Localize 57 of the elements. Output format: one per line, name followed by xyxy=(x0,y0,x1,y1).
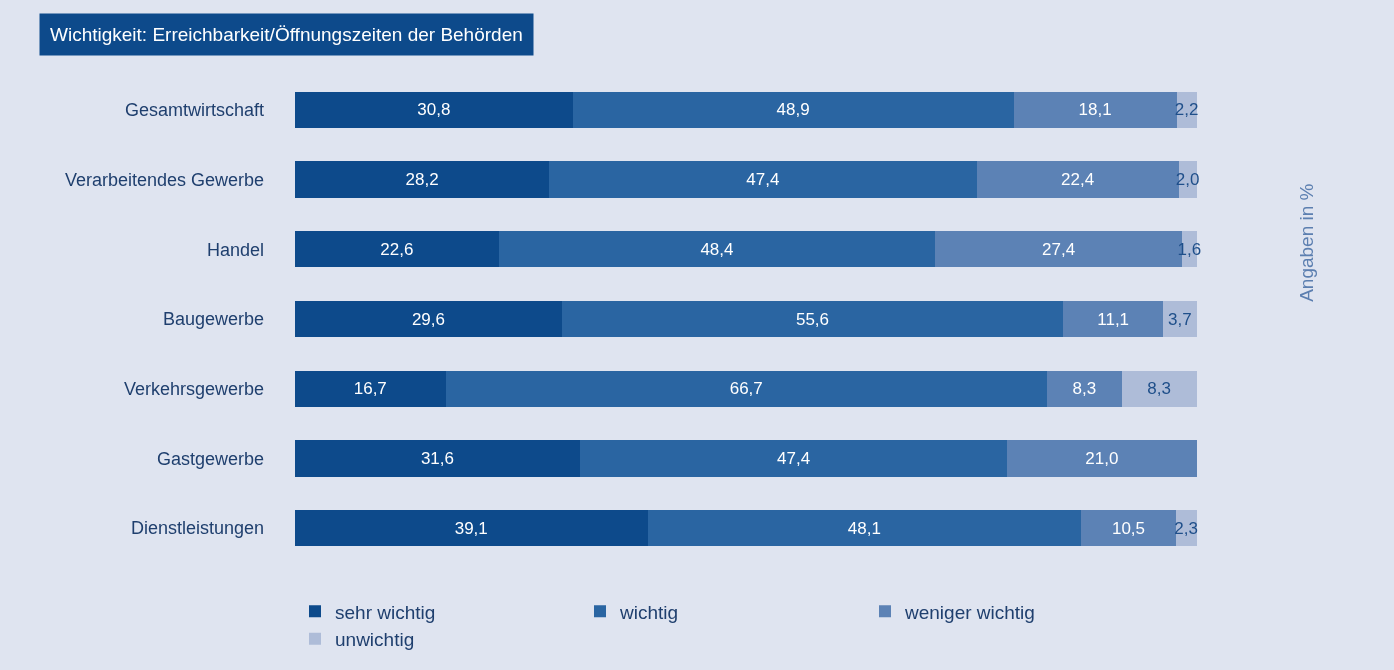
data-label: 21,0 xyxy=(1085,448,1119,468)
y-tick-label: Gastgewerbe xyxy=(156,448,264,469)
bar xyxy=(1121,370,1197,407)
data-label: 48,1 xyxy=(847,518,881,538)
bar xyxy=(579,440,1008,477)
y-tick-label: Handel xyxy=(206,239,264,260)
data-label: 66,7 xyxy=(729,379,763,399)
bar xyxy=(498,231,936,268)
data-label: 11,1 xyxy=(1097,309,1130,329)
bar xyxy=(549,161,977,198)
bar xyxy=(1007,440,1197,477)
data-label: 22,6 xyxy=(380,239,414,259)
data-label: 48,4 xyxy=(700,239,734,259)
bar xyxy=(647,510,1082,547)
data-label: 3,7 xyxy=(1168,309,1192,329)
bar xyxy=(1063,300,1164,338)
data-label: 8,3 xyxy=(1147,379,1171,399)
bar xyxy=(295,300,562,338)
data-label: 22,4 xyxy=(1061,170,1095,190)
data-label: 30,8 xyxy=(417,100,451,120)
y-tick-label: Dienstleistungen xyxy=(130,518,264,539)
data-label: 39,1 xyxy=(454,518,488,538)
legend-label: sehr wichtig xyxy=(335,601,436,623)
data-label: 55,6 xyxy=(795,309,830,329)
data-label: 31,6 xyxy=(420,448,454,468)
text: Angaben in % xyxy=(1296,183,1318,302)
data-label: 18,1 xyxy=(1078,100,1112,120)
legend-label: wichtig xyxy=(619,601,679,623)
y-tick-label: Verkehrsgewerbe xyxy=(123,379,264,400)
bar xyxy=(561,300,1064,338)
bar xyxy=(295,440,580,477)
bar xyxy=(295,370,446,407)
data-label: 47,4 xyxy=(777,448,811,468)
data-label: 28,2 xyxy=(405,170,439,190)
data-label: 48,9 xyxy=(776,100,810,120)
bar xyxy=(1081,510,1176,547)
bar xyxy=(1163,300,1197,338)
y-tick-label: Gesamtwirtschaft xyxy=(124,100,264,121)
legend-label: weniger wichtig xyxy=(904,601,1035,623)
data-label: 27,4 xyxy=(1042,239,1076,259)
y-tick-label: Verarbeitendes Gewerbe xyxy=(64,169,264,190)
data-label: 8,3 xyxy=(1072,379,1097,399)
bar xyxy=(295,161,550,198)
bar xyxy=(1013,91,1177,128)
bar xyxy=(295,91,573,128)
bar xyxy=(572,91,1014,128)
data-label: 10,5 xyxy=(1111,518,1146,538)
bar xyxy=(295,510,648,547)
bar xyxy=(1046,370,1122,407)
bar xyxy=(445,370,1047,407)
data-label: 16,7 xyxy=(353,379,387,399)
data-label: 29,6 xyxy=(411,309,445,329)
legend-label: unwichtig xyxy=(335,629,415,651)
chart-title: Wichtigkeit: Erreichbarkeit/Öffnungszeiten der Behörden xyxy=(50,24,523,45)
data-label: 47,4 xyxy=(746,170,780,190)
y-tick-label: Baugewerbe xyxy=(162,309,264,330)
bar xyxy=(295,231,499,268)
